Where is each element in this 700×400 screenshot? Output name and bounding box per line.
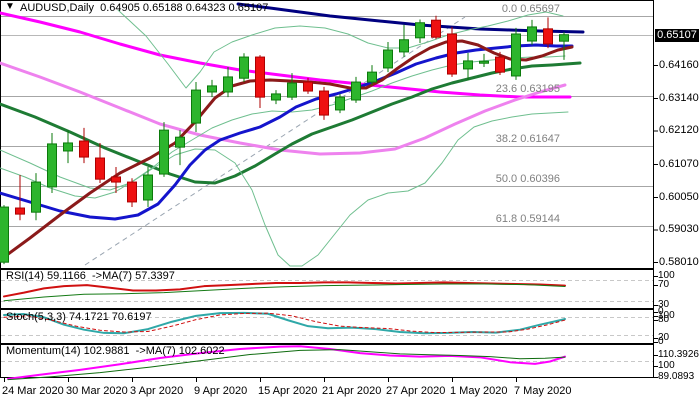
chart-ohlc-values: 0.64905 0.65188 0.64323 0.65107 [100, 2, 269, 14]
candle-body-13-Apr[interactable] [223, 76, 233, 93]
date-label: 24 Mar 2020 [2, 385, 64, 397]
panel-border-2 [0, 309, 654, 344]
candle-body-30-Mar[interactable] [63, 142, 73, 152]
momentum-scale-label: 110.3926 [658, 349, 699, 360]
ma-magenta [0, 11, 572, 99]
date-label: 30 Mar 2020 [66, 385, 128, 397]
candle-body-6-Apr[interactable] [143, 174, 153, 201]
fib-label-50.0: 50.0 0.60396 [495, 172, 560, 185]
rsi-scale-label: 70 [658, 279, 670, 290]
rsi-scale-label: 0 [658, 306, 664, 317]
price-tick-label: 0.64160 [659, 59, 699, 72]
price-tick-label: 0.58010 [659, 256, 699, 269]
date-label: 15 Apr 2020 [258, 385, 318, 397]
momentum-label: Momentum(14) 102.9881 ->MA(7) 102.6022 [6, 345, 225, 357]
panel-border-1 [0, 269, 654, 309]
chart-menu-icon[interactable]: ▼ [5, 1, 15, 12]
candle-body-27-Mar[interactable] [47, 143, 57, 188]
momentum-scale-label: 89.0893 [658, 371, 695, 382]
candle-body-16-Apr[interactable] [271, 93, 281, 101]
ma-darkgreen [0, 61, 582, 185]
candle-body-29-Apr[interactable] [415, 22, 425, 39]
date-label: 3 Apr 2020 [130, 385, 184, 397]
ma-blue [0, 43, 574, 221]
fib-label-38.2: 38.2 0.61647 [495, 132, 560, 145]
candle-body-21-Apr[interactable] [319, 90, 329, 116]
candle-body-31-Mar[interactable] [79, 140, 89, 158]
current-price-box: 0.65107 [655, 28, 699, 42]
stoch-scale-label: 0 [658, 336, 664, 347]
stoch-scale-label: 100 [658, 310, 675, 321]
candle-body-17-Apr[interactable] [287, 82, 297, 98]
ma-violet [0, 61, 567, 156]
stoch-scale-label: 20 [658, 332, 670, 343]
candle-body-15-Apr[interactable] [255, 56, 265, 98]
date-label: 1 May 2020 [450, 385, 508, 397]
candle-body-2-Apr[interactable] [111, 176, 121, 183]
candle-body-1-May[interactable] [447, 33, 457, 75]
rsi-scale-label: 30 [658, 299, 670, 310]
chart-symbol-period: AUDUSD,Daily [20, 2, 94, 14]
candle-body-27-Apr[interactable] [383, 49, 393, 69]
candle-body-6-May[interactable] [495, 56, 505, 73]
candle-body-30-Apr[interactable] [431, 19, 441, 38]
date-label: 21 Apr 2020 [322, 385, 382, 397]
price-tick-label: 0.62120 [659, 124, 699, 137]
panel-border-0 [0, 0, 654, 269]
candle-body-3-Apr[interactable] [127, 181, 137, 203]
candle-body-1-Apr[interactable] [95, 157, 105, 180]
candle-body-11-May[interactable] [543, 28, 553, 45]
candle-body-26-Mar[interactable] [31, 181, 41, 213]
candle-body-8-Apr[interactable] [175, 136, 185, 148]
date-label: 9 Apr 2020 [194, 385, 248, 397]
boll-lower [0, 111, 569, 267]
boll-upper [117, 9, 564, 89]
price-tick-label: 0.63140 [659, 91, 699, 104]
chart-title: AUDUSD,Daily 0.64905 0.65188 0.64323 0.6… [20, 2, 268, 14]
fib-label-61.8: 61.8 0.59144 [495, 212, 560, 225]
candle-body-24-Apr[interactable] [367, 71, 377, 83]
momentum-main-line [7, 345, 566, 380]
momentum-scale-label: 100 [658, 360, 675, 371]
rsi-label: RSI(14) 59.1166 ->MA(7) 57.3397 [6, 270, 175, 282]
candle-body-23-Apr[interactable] [351, 81, 361, 101]
candle-body-20-Apr[interactable] [303, 81, 313, 92]
rsi-signal-line [3, 283, 566, 302]
candle-body-9-Apr[interactable] [191, 89, 201, 124]
panel-border-3 [0, 344, 654, 378]
candle-body-24-Mar[interactable] [0, 206, 9, 263]
price-tick-label: 0.60050 [659, 190, 699, 203]
stoch-signal-line [3, 312, 566, 334]
stoch-scale-label: 80 [658, 314, 670, 325]
candle-body-5-May[interactable] [479, 60, 489, 64]
candle-body-12-May[interactable] [559, 34, 569, 42]
stochastic-label: Stoch(5,3,3) 74.1721 70.6197 [6, 311, 152, 323]
trendline-dashed[interactable] [84, 16, 466, 266]
price-tick-label: 0.59030 [659, 223, 699, 236]
ma-maroon [0, 39, 574, 262]
candle-body-7-May[interactable] [511, 33, 521, 77]
fib-label-0.0: 0.0 0.65697 [501, 2, 560, 15]
ma-navy [236, 2, 585, 34]
candle-body-4-May[interactable] [463, 60, 473, 70]
rsi-main-line [3, 281, 566, 298]
price-tick-label: 0.61070 [659, 158, 699, 171]
candle-body-10-Apr[interactable] [207, 85, 217, 93]
date-label: 7 May 2020 [514, 385, 572, 397]
candle-body-7-Apr[interactable] [159, 129, 169, 175]
rsi-scale-label: 100 [658, 270, 675, 281]
candle-body-28-Apr[interactable] [399, 39, 409, 53]
candle-body-25-Mar[interactable] [15, 207, 25, 215]
candle-body-22-Apr[interactable] [335, 96, 345, 111]
momentum-signal-line [7, 349, 566, 381]
candle-body-14-Apr[interactable] [239, 56, 249, 79]
date-label: 27 Apr 2020 [386, 385, 446, 397]
fib-label-23.6: 23.6 0.63195 [495, 83, 560, 95]
candle-body-8-May[interactable] [527, 26, 537, 42]
